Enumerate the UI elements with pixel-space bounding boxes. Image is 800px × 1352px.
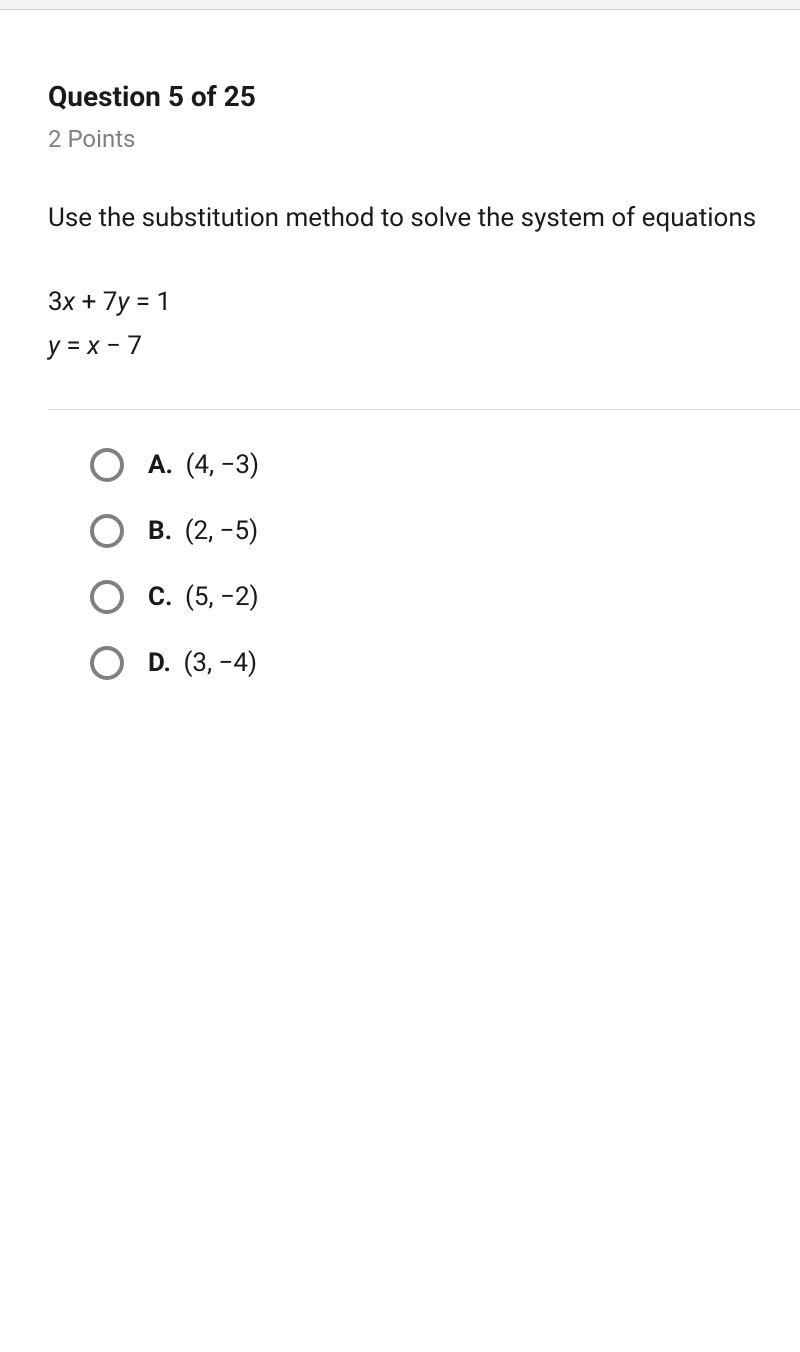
choice-value: (2, −5) <box>185 516 259 546</box>
question-prompt: Use the substitution method to solve the… <box>48 203 800 233</box>
question-content: Question 5 of 25 2 Points Use the substi… <box>0 10 800 680</box>
answer-choices: A. (4, −3) B. (2, −5) C. (5, −2) D. (3, … <box>48 448 800 680</box>
radio-icon <box>90 580 124 614</box>
choice-b[interactable]: B. (2, −5) <box>90 514 800 548</box>
choice-letter: B. <box>148 516 172 546</box>
radio-icon <box>90 646 124 680</box>
choice-letter: D. <box>148 648 171 678</box>
choice-value: (3, −4) <box>183 648 257 678</box>
choice-letter: C. <box>148 582 173 612</box>
equation-2: y = x − 7 <box>48 331 800 361</box>
choice-text: B. (2, −5) <box>148 516 258 546</box>
choice-value: (4, −3) <box>185 450 259 480</box>
equation-1: 3x + 7y = 1 <box>48 287 800 317</box>
window-top-border <box>0 0 800 10</box>
choice-d[interactable]: D. (3, −4) <box>90 646 800 680</box>
radio-icon <box>90 448 124 482</box>
radio-icon <box>90 514 124 548</box>
choice-a[interactable]: A. (4, −3) <box>90 448 800 482</box>
choice-text: A. (4, −3) <box>148 450 259 480</box>
choice-value: (5, −2) <box>185 582 259 612</box>
section-divider <box>48 409 800 410</box>
choice-letter: A. <box>148 450 173 480</box>
choice-text: D. (3, −4) <box>148 648 257 678</box>
question-number-heading: Question 5 of 25 <box>48 80 800 113</box>
equation-block: 3x + 7y = 1 y = x − 7 <box>48 287 800 361</box>
points-label: 2 Points <box>48 125 800 153</box>
choice-text: C. (5, −2) <box>148 582 259 612</box>
choice-c[interactable]: C. (5, −2) <box>90 580 800 614</box>
